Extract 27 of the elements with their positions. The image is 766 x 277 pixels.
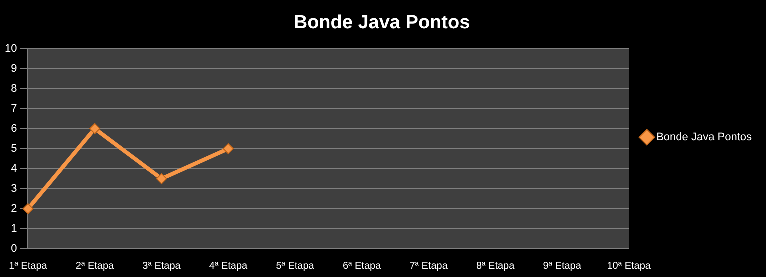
y-tick-label: 1 [11, 223, 18, 236]
y-tick-label: 5 [11, 142, 18, 155]
y-tick-label: 4 [11, 162, 18, 175]
x-tick-label: 4ª Etapa [209, 260, 248, 272]
y-tick-label: 3 [11, 182, 18, 195]
x-tick-label: 10ª Etapa [607, 260, 652, 272]
point [223, 143, 234, 154]
x-tick-label: 9ª Etapa [543, 260, 582, 272]
point [90, 123, 100, 134]
y-tick-label: 9 [11, 62, 18, 75]
point [156, 173, 168, 184]
y-tick-label: 10 [4, 42, 18, 55]
x-tick-label: 7ª Etapa [410, 260, 448, 272]
y-tick-label: 2 [11, 202, 18, 215]
x-tick-label: 5ª Etapa [276, 260, 315, 272]
y-tick-label: 7 [11, 102, 18, 115]
x-tick-label: 2ª Etapa [76, 260, 115, 272]
legend-label: Bonde Java Pontos [656, 132, 752, 144]
x-tick-label: 1ª Etapa [9, 260, 48, 272]
y-tick-label: 0 [11, 243, 18, 256]
point [22, 203, 34, 214]
x-tick-label: 8ª Etapa [476, 260, 516, 272]
x-tick-label: 6ª Etapa [342, 260, 382, 272]
chart-title: Bonde Java Pontos [294, 12, 470, 34]
x-tick-label: 3ª Etapa [142, 260, 182, 272]
y-tick-label: 6 [11, 122, 18, 135]
y-tick-label: 8 [11, 82, 18, 95]
